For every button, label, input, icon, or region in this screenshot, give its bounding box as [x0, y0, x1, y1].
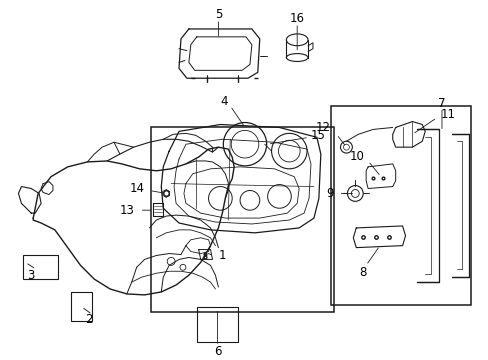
Bar: [23, 256, 58, 279]
Text: 1: 1: [218, 249, 225, 262]
Text: 5: 5: [214, 8, 222, 21]
Text: 2: 2: [84, 313, 92, 326]
Text: 16: 16: [289, 12, 304, 24]
Text: 10: 10: [348, 149, 364, 162]
Bar: [330, 106, 470, 305]
Text: 6: 6: [213, 345, 221, 357]
Bar: [196, 307, 238, 342]
Bar: [71, 292, 92, 321]
Text: 4: 4: [220, 95, 227, 108]
Text: 7: 7: [437, 97, 445, 110]
Bar: [150, 127, 333, 312]
Text: 15: 15: [310, 129, 325, 142]
Text: 12: 12: [315, 121, 330, 134]
Text: 14: 14: [129, 182, 144, 195]
Text: 8: 8: [359, 266, 366, 279]
Text: 13: 13: [120, 204, 134, 217]
Text: 11: 11: [440, 108, 455, 121]
Text: 9: 9: [325, 187, 333, 200]
Text: 3: 3: [27, 269, 35, 282]
